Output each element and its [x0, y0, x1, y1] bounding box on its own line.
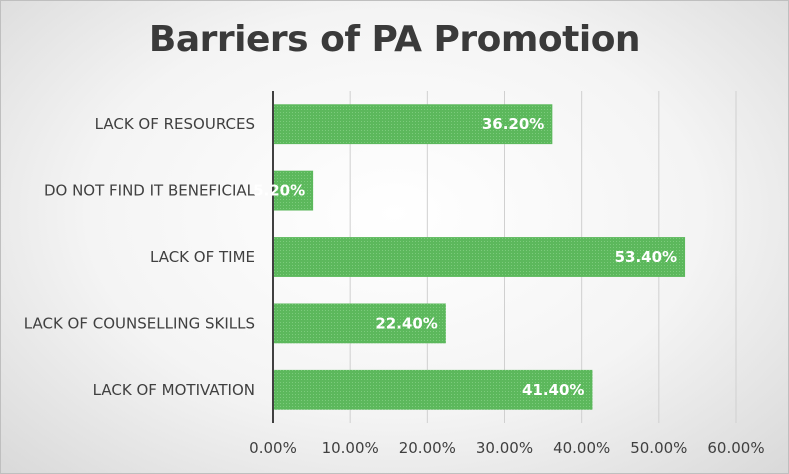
bar	[273, 104, 553, 145]
data-label: 36.20%	[482, 115, 544, 133]
data-label: 53.40%	[615, 248, 677, 266]
x-tick-label: 60.00%	[707, 439, 764, 457]
labels: 0.00% 10.00% 20.00% 30.00% 40.00% 50.00% 60.00…	[24, 115, 765, 457]
bar	[273, 237, 686, 277]
data-label: 5.20%	[253, 182, 305, 200]
bars	[273, 104, 686, 410]
category-label: LACK OF MOTIVATION	[93, 381, 255, 399]
x-tick-label: 10.00%	[322, 439, 379, 457]
category-label: DO NOT FIND IT BENEFICIAL	[44, 182, 256, 200]
bar	[273, 303, 446, 344]
bar	[273, 170, 314, 211]
x-tick-label: 30.00%	[476, 439, 533, 457]
x-tick-label: 20.00%	[399, 439, 456, 457]
x-tick-label: 40.00%	[553, 439, 610, 457]
x-tick-label: 0.00%	[249, 439, 297, 457]
chart-title: Barriers of PA Promotion	[148, 19, 641, 60]
category-label: LACK OF TIME	[150, 248, 255, 266]
data-label: 22.40%	[375, 314, 437, 332]
bar	[273, 369, 593, 410]
x-tick-label: 50.00%	[630, 439, 687, 457]
data-label: 41.40%	[522, 381, 584, 399]
category-label: LACK OF COUNSELLING SKILLS	[24, 314, 255, 332]
category-label: LACK OF RESOURCES	[95, 115, 255, 133]
